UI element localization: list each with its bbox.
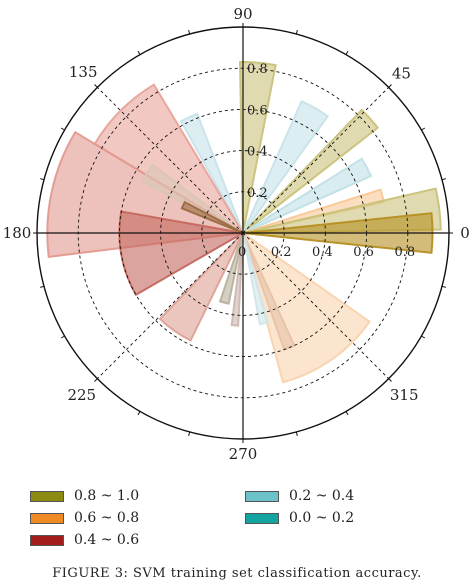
radial-tick-label: 0: [238, 245, 246, 260]
wedge-bar: [242, 99, 330, 234]
polar-chart: 0 45 90 135 180 225 270 315 0.2 0.2 0.4 0.4 0.6 0.6 0.…: [3, 5, 470, 463]
outer-tick: [188, 431, 191, 436]
outer-tick: [94, 378, 98, 382]
grid-spoke: [97, 87, 244, 234]
radial-tick-label: 0.4: [247, 145, 268, 160]
legend: 0.8 ~ 1.0 0.6 ~ 0.8 0.4 ~ 0.6 0.2 ~ 0.4 …: [30, 488, 450, 558]
legend-item: 0.8 ~ 1.0: [30, 488, 139, 504]
legend-label: 0.0 ~ 0.2: [289, 510, 355, 526]
legend-item: 0.6 ~ 0.8: [30, 510, 139, 526]
angle-tick-label: 90: [233, 5, 252, 23]
outer-tick: [94, 84, 98, 88]
wedge-bar: [241, 230, 371, 384]
legend-item: 0.0 ~ 0.2: [245, 510, 354, 526]
legend-label: 0.4 ~ 0.6: [74, 532, 140, 548]
radial-tick-label: 0.4: [312, 245, 333, 260]
outer-tick: [441, 178, 446, 181]
legend-swatch: [245, 512, 279, 524]
radial-tick-label: 0.6: [247, 103, 268, 118]
outer-tick: [40, 178, 45, 181]
polar-labels: 0 45 90 135 180 225 270 315 0.2 0.2 0.4 0.4 0.6 0.6 0.…: [3, 5, 470, 463]
outer-tick: [60, 127, 65, 131]
legend-swatch: [245, 490, 279, 502]
outer-tick: [345, 411, 349, 416]
grid-spoke: [97, 232, 244, 379]
wedge-bar: [230, 232, 244, 327]
figure-caption: FIGURE 3: SVM training set classificatio…: [52, 566, 422, 581]
wedge-bar: [242, 232, 270, 326]
radial-tick-label: 0.6: [353, 245, 374, 260]
radial-tick-label: 0.2: [271, 245, 292, 260]
outer-tick: [388, 84, 392, 88]
angle-tick-label: 270: [229, 445, 258, 463]
wedge-bar: [238, 61, 277, 234]
angle-tick-label: 225: [67, 386, 96, 404]
outer-tick: [295, 431, 298, 436]
outer-tick: [188, 30, 191, 35]
wedge-bar: [242, 108, 380, 234]
radial-tick-label: 0.8: [247, 62, 268, 77]
legend-swatch: [30, 534, 64, 546]
wedge-bar: [242, 157, 373, 234]
angle-tick-label: 315: [390, 386, 419, 404]
outer-tick: [295, 30, 298, 35]
wedge-bar: [179, 112, 244, 234]
outer-tick: [137, 411, 141, 416]
wedge-bar: [140, 163, 244, 234]
grid-spoke: [242, 232, 389, 379]
radial-tick-label: 0.2: [247, 186, 268, 201]
legend-swatch: [30, 490, 64, 502]
polar-grid: [33, 23, 453, 443]
wedge-bar: [158, 232, 244, 342]
angle-tick-label: 45: [392, 65, 411, 83]
radial-tick-label: 0.8: [394, 245, 415, 260]
legend-label: 0.2 ~ 0.4: [289, 488, 355, 504]
angle-tick-label: 0: [460, 224, 470, 242]
outer-tick: [60, 335, 65, 339]
wedge-bar: [180, 200, 244, 234]
legend-label: 0.8 ~ 1.0: [74, 488, 140, 504]
outer-tick: [388, 378, 392, 382]
angle-tick-label: 180: [3, 224, 32, 242]
legend-label: 0.6 ~ 0.8: [74, 510, 140, 526]
outer-tick: [345, 50, 349, 55]
legend-item: 0.4 ~ 0.6: [30, 532, 139, 548]
legend-item: 0.2 ~ 0.4: [245, 488, 354, 504]
outer-tick: [421, 335, 426, 339]
legend-swatch: [30, 512, 64, 524]
outer-tick: [137, 50, 141, 55]
grid-spoke: [242, 87, 389, 234]
outer-tick: [40, 285, 45, 288]
outer-tick: [441, 285, 446, 288]
outer-tick: [421, 127, 426, 131]
angle-tick-label: 135: [69, 63, 98, 81]
wedge-bar: [218, 232, 244, 305]
wedges-layer: [46, 61, 442, 384]
